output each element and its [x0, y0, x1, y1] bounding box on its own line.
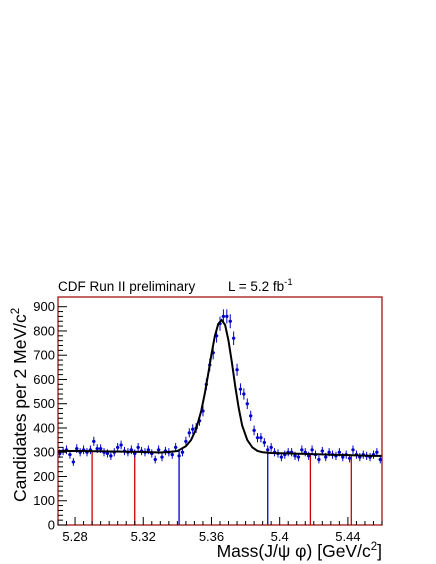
- data-point: [242, 392, 246, 396]
- data-point: [180, 450, 185, 454]
- data-point: [225, 314, 229, 319]
- y-axis-label: Candidates per 2 MeV/c2: [10, 308, 30, 502]
- y-tick-label: 400: [33, 420, 55, 435]
- fit-curve: [58, 318, 382, 457]
- data-point: [153, 457, 157, 462]
- data-point: [262, 440, 266, 445]
- data-point: [310, 448, 314, 452]
- x-tick-label: 5.28: [62, 529, 87, 544]
- x-axis-label: Mass(J/ψ φ) [GeV/c2]: [217, 541, 382, 561]
- y-tick-label: 600: [33, 372, 55, 387]
- data-point: [341, 455, 345, 459]
- luminosity-value: L = 5.2 fb: [228, 279, 284, 294]
- x-axis-label-main: Mass(J/ψ φ) [GeV/c: [217, 541, 371, 561]
- header-luminosity-label: L = 5.2 fb-1: [228, 277, 293, 294]
- data-point: [238, 387, 243, 391]
- data-point: [184, 439, 188, 443]
- data-point: [351, 448, 355, 452]
- y-tick-label: 100: [33, 493, 55, 508]
- data-point: [337, 450, 341, 454]
- x-axis-label-close: ]: [377, 541, 382, 561]
- data-point: [160, 455, 164, 459]
- data-point: [245, 402, 249, 406]
- data-point: [259, 436, 263, 440]
- data-point: [327, 450, 331, 454]
- data-point: [68, 453, 72, 457]
- data-point: [146, 448, 150, 452]
- data-point: [228, 319, 232, 323]
- y-tick-label: 700: [33, 348, 55, 363]
- data-point: [119, 443, 123, 447]
- data-point: [221, 314, 226, 319]
- y-tick-label: 0: [48, 518, 55, 533]
- y-axis-label-exponent: 2: [10, 308, 22, 314]
- x-tick-label: 5.36: [199, 529, 224, 544]
- data-point: [177, 454, 181, 458]
- data-point: [71, 460, 75, 464]
- data-point: [187, 431, 191, 435]
- x-tick-label: 5.4: [271, 529, 289, 544]
- data-point: [105, 451, 110, 456]
- data-point: [300, 448, 304, 452]
- y-tick-label: 900: [33, 299, 55, 314]
- data-point: [269, 445, 273, 449]
- data-point: [170, 453, 174, 457]
- data-point: [293, 454, 297, 458]
- data-point: [99, 446, 103, 451]
- data-point: [157, 448, 161, 452]
- x-tick-label: 5.44: [335, 529, 360, 544]
- y-tick-label: 800: [33, 323, 55, 338]
- y-tick-label: 200: [33, 469, 55, 484]
- data-point: [249, 414, 253, 418]
- data-point: [116, 445, 120, 449]
- data-point: [95, 446, 99, 451]
- data-point: [255, 436, 260, 440]
- data-point: [129, 448, 133, 452]
- data-point: [324, 455, 328, 459]
- data-point: [266, 448, 270, 452]
- header-experiment-label: CDF Run II preliminary: [58, 279, 196, 294]
- x-axis-label-exponent: 2: [371, 541, 377, 553]
- plot-area: [58, 309, 382, 525]
- data-point: [348, 456, 352, 460]
- data-point: [296, 455, 301, 459]
- data-point: [279, 455, 283, 459]
- y-tick-label: 300: [33, 445, 55, 460]
- data-point: [75, 446, 79, 451]
- data-point: [252, 428, 256, 433]
- axis-ticks: 0 100 200 300 400 500 600 700 800 900 5.28 5.32 5.36…: [33, 299, 383, 544]
- data-point: [378, 457, 382, 462]
- data-point: [136, 445, 140, 449]
- y-axis-label-main: Candidates per 2 MeV/c: [10, 314, 30, 502]
- data-point: [235, 368, 239, 372]
- data-point: [109, 454, 113, 458]
- luminosity-exponent: -1: [284, 277, 292, 288]
- data-point: [191, 427, 195, 431]
- data-point: [92, 439, 96, 443]
- data-point: [320, 449, 324, 453]
- data-point: [174, 445, 178, 449]
- x-tick-label: 5.32: [131, 529, 156, 544]
- data-point: [375, 450, 379, 454]
- data-point: [317, 457, 321, 462]
- y-tick-label: 500: [33, 396, 55, 411]
- data-point: [232, 336, 236, 340]
- plot-frame: [57, 296, 383, 526]
- data-point: [307, 454, 311, 458]
